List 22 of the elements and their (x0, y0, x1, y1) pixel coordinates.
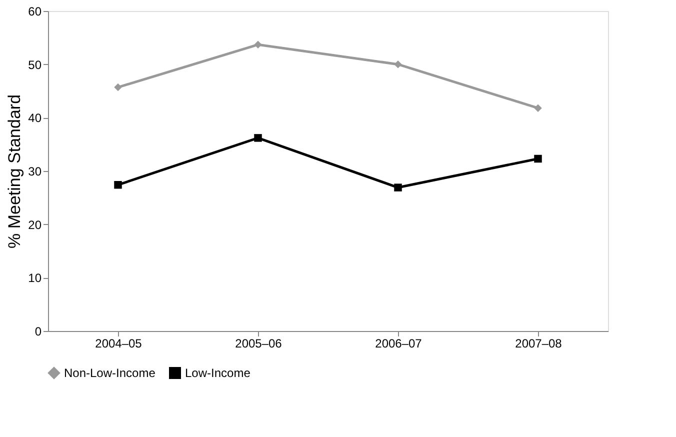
point (394, 184, 402, 192)
point (254, 40, 262, 48)
point (534, 154, 542, 163)
point (394, 60, 402, 68)
legend-label: Non-Low-Income (64, 366, 156, 380)
x-tick-label: 2006–07 (375, 336, 422, 350)
y-tick-label: 50 (28, 58, 42, 72)
y-tick-label: 20 (28, 218, 42, 232)
point (114, 83, 122, 92)
point (114, 180, 122, 189)
y-tick-label: 10 (28, 271, 42, 286)
x-tick-label: 2004–05 (95, 336, 142, 350)
point (534, 104, 542, 112)
x-tick-label: 2005–06 (235, 336, 282, 350)
y-tick-label: 0 (34, 324, 42, 338)
y-tick-label: 40 (28, 111, 42, 126)
y-tick-label: 30 (28, 164, 42, 178)
point (254, 134, 262, 142)
y-axis-title: % Meeting Standard (5, 94, 24, 249)
y-tick-label: 60 (28, 4, 42, 18)
x-tick-label: 2007–08 (515, 336, 562, 350)
legend-label: Low-Income (185, 366, 251, 380)
